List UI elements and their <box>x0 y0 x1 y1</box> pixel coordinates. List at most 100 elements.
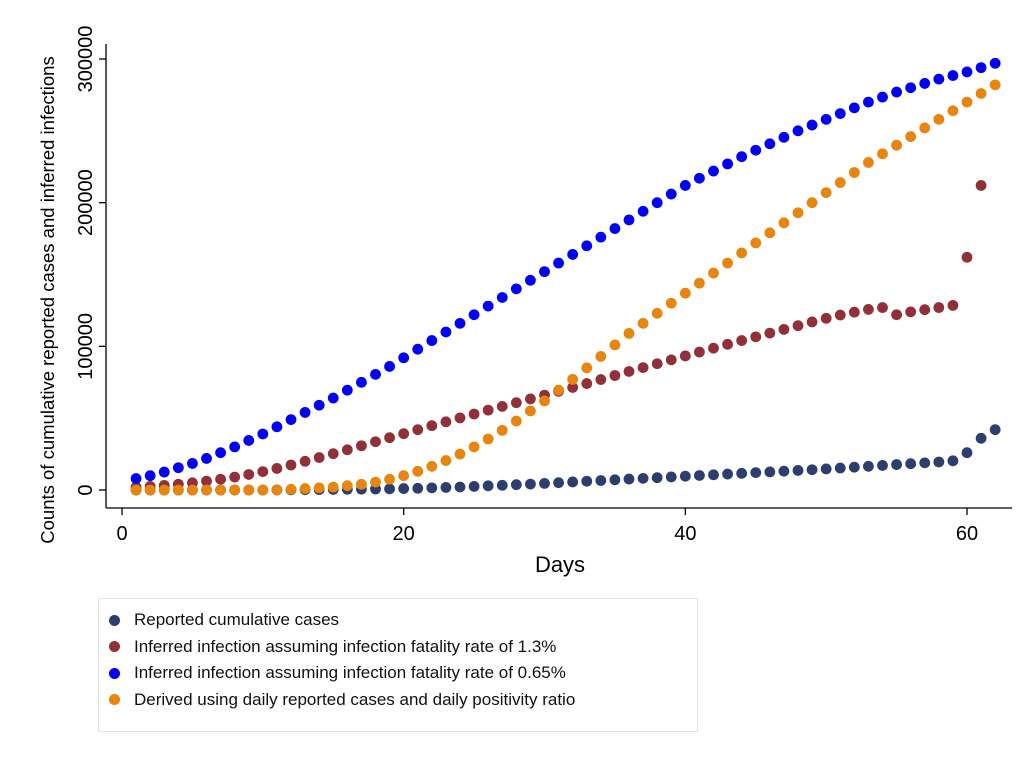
legend-marker <box>109 694 120 706</box>
data-point <box>482 480 494 492</box>
data-point <box>834 462 846 474</box>
data-point <box>384 361 395 372</box>
data-point <box>919 304 931 316</box>
data-point <box>834 108 846 119</box>
data-point <box>257 428 269 440</box>
data-point <box>398 470 410 482</box>
data-point <box>961 251 973 263</box>
data-point <box>299 483 311 494</box>
data-point <box>553 477 564 489</box>
data-point <box>341 384 353 396</box>
data-point <box>510 415 522 427</box>
data-point <box>834 177 846 188</box>
data-point <box>172 462 184 474</box>
data-point <box>525 478 536 490</box>
data-point <box>525 405 536 417</box>
data-point <box>567 373 579 385</box>
data-point <box>215 447 226 459</box>
data-point <box>412 482 424 494</box>
data-point <box>736 335 748 346</box>
data-point <box>341 480 353 492</box>
data-point <box>172 484 184 496</box>
data-point <box>384 483 395 495</box>
data-point <box>468 408 480 420</box>
data-point <box>722 158 733 170</box>
data-point <box>651 472 663 484</box>
data-point <box>708 267 719 279</box>
data-point <box>961 447 973 459</box>
data-point <box>863 157 874 168</box>
data-point <box>736 247 748 259</box>
data-point <box>736 467 748 479</box>
data-point <box>144 484 156 496</box>
legend-label: Inferred infection assuming infection fa… <box>134 636 557 656</box>
data-point <box>750 237 762 249</box>
data-point <box>806 197 818 209</box>
data-point <box>468 481 480 492</box>
data-point <box>778 323 790 335</box>
data-point <box>919 122 931 134</box>
data-point <box>412 465 424 477</box>
data-point <box>750 331 762 343</box>
data-point <box>426 482 438 494</box>
data-point <box>440 416 452 428</box>
data-point <box>130 484 142 496</box>
data-point <box>201 475 212 487</box>
data-point <box>651 358 663 370</box>
data-point <box>567 248 579 260</box>
data-point <box>201 452 212 464</box>
data-point <box>792 125 804 137</box>
data-point <box>778 217 790 229</box>
data-point <box>665 297 677 309</box>
data-point <box>679 350 691 362</box>
data-point <box>694 172 705 184</box>
data-point <box>454 481 466 493</box>
data-point <box>820 187 832 199</box>
data-point <box>454 317 466 329</box>
data-point <box>792 207 804 219</box>
legend-marker <box>109 641 120 653</box>
data-point <box>482 300 494 312</box>
data-point <box>426 335 438 346</box>
series-4 <box>130 79 1001 496</box>
data-point <box>975 432 987 444</box>
data-point <box>271 421 283 433</box>
axes: 0 20 40 60 0 100000 200000 300000 <box>75 26 1012 545</box>
data-point <box>989 79 1001 91</box>
data-point <box>722 338 733 350</box>
data-point <box>229 441 241 453</box>
data-point <box>158 484 170 496</box>
data-point <box>708 469 719 481</box>
x-tick-label: 40 <box>674 523 696 545</box>
data-point <box>975 88 987 99</box>
data-point <box>356 440 367 452</box>
data-point <box>271 463 283 474</box>
data-point <box>398 428 410 440</box>
data-point <box>595 475 607 486</box>
data-point <box>820 463 832 475</box>
data-point <box>553 257 564 269</box>
data-point <box>356 478 367 490</box>
data-point <box>947 455 959 467</box>
data-point <box>187 484 198 496</box>
data-point <box>623 366 635 377</box>
data-point <box>806 316 818 328</box>
data-point <box>848 102 860 114</box>
data-point <box>567 476 579 488</box>
data-point <box>792 320 804 332</box>
data-point <box>384 432 395 444</box>
data-point <box>679 180 691 191</box>
data-point <box>708 165 719 177</box>
data-point <box>158 466 170 478</box>
data-point <box>496 400 508 412</box>
data-point <box>736 151 748 163</box>
x-tick-label: 20 <box>393 523 415 545</box>
data-point <box>510 283 522 295</box>
data-point <box>257 466 269 478</box>
data-point <box>341 444 353 456</box>
data-point <box>356 376 367 388</box>
data-point <box>764 327 776 339</box>
data-point <box>750 467 762 479</box>
data-point <box>863 304 874 315</box>
data-point <box>370 436 381 448</box>
